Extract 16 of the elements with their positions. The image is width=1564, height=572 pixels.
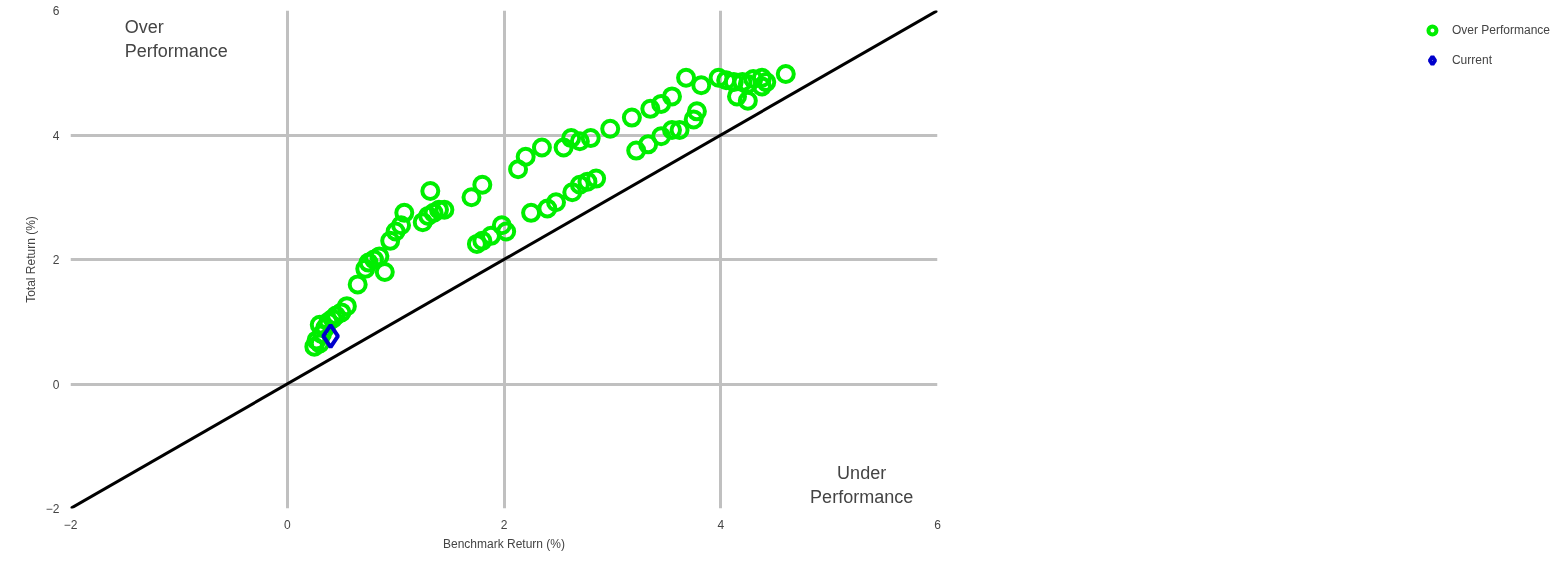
annotation: Under Performance (810, 462, 914, 507)
x-tick-label: −2 (63, 517, 78, 532)
annotation: Over Performance (124, 16, 228, 61)
y-tick-label: 4 (52, 128, 60, 143)
x-tick-label: 4 (717, 517, 725, 532)
legend-label: Over Performance (1451, 23, 1550, 37)
x-tick-label: 6 (934, 517, 942, 532)
y-axis-title: Total Return (%) (23, 216, 38, 303)
y-tick-label: 0 (52, 377, 60, 392)
x-tick-label: 2 (500, 517, 508, 532)
legend-label: Current (1451, 53, 1492, 67)
x-axis-title: Benchmark Return (%) (442, 536, 566, 551)
y-tick-label: 2 (52, 253, 60, 267)
y-tick-label: −2 (45, 502, 60, 516)
y-tick-label: 6 (52, 4, 60, 18)
x-tick-label: 0 (283, 517, 291, 532)
